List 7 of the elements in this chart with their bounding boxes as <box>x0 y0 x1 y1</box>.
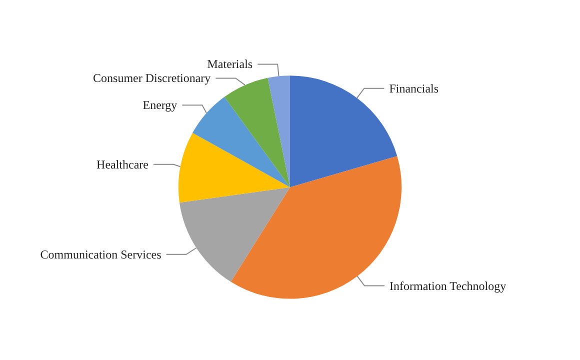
slice-label: Healthcare <box>96 157 148 172</box>
slice-label: Financials <box>389 81 439 96</box>
slice-label: Communication Services <box>40 247 162 262</box>
slice-label: Information Technology <box>390 278 506 293</box>
slice-label: Materials <box>207 57 253 72</box>
slice-label: Consumer Discretionary <box>93 71 211 86</box>
slice-label: Energy <box>142 98 178 112</box>
